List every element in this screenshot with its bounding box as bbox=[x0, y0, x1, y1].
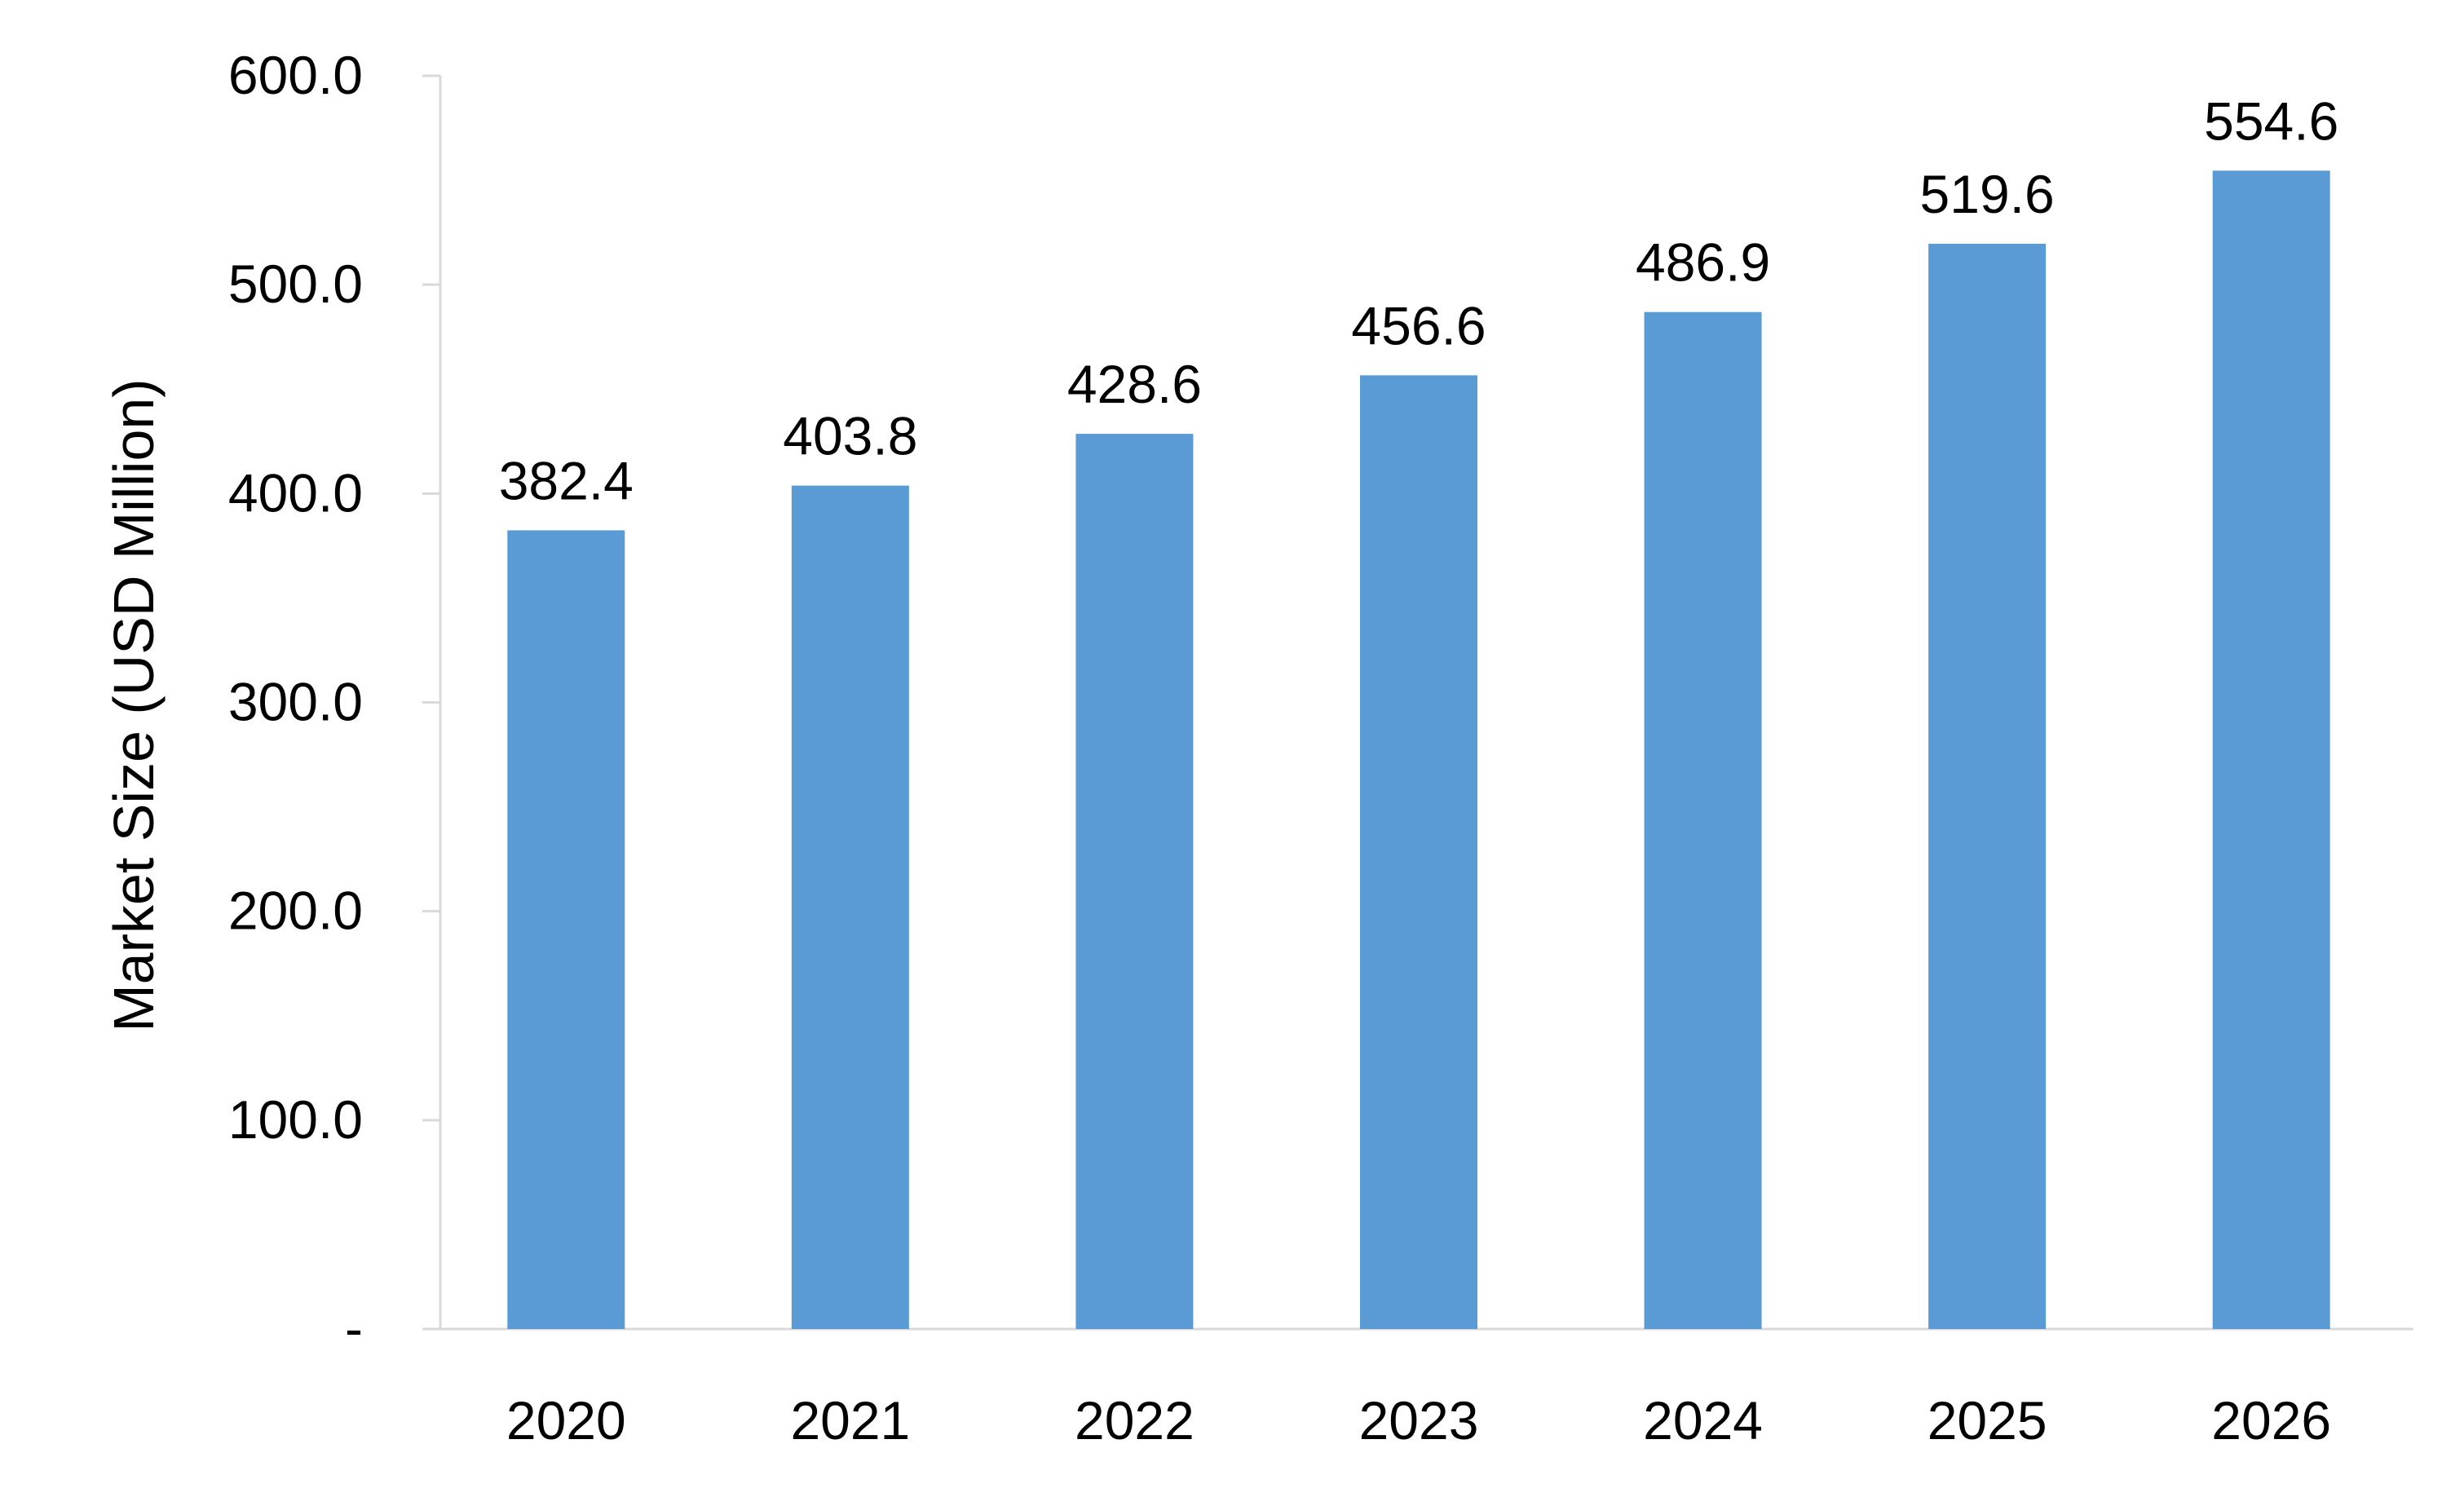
y-tick-marks bbox=[422, 74, 440, 1331]
x-tick-label-2026: 2026 bbox=[2211, 1390, 2331, 1450]
y-tick-label: 200.0 bbox=[228, 881, 363, 941]
y-tick-label: 100.0 bbox=[228, 1089, 363, 1150]
data-label-2026: 554.6 bbox=[2204, 91, 2338, 151]
y-tick-label: 600.0 bbox=[228, 45, 363, 105]
bar-2025 bbox=[1928, 243, 2047, 1329]
bar-2026 bbox=[2212, 170, 2330, 1329]
y-tick-labels: - 100.0 200.0 300.0 400.0 500.0 600.0 bbox=[228, 45, 363, 1358]
data-labels: 382.4 403.8 428.6 456.6 486.9 519.6 554.6 bbox=[499, 91, 2339, 510]
data-label-2022: 428.6 bbox=[1067, 354, 1202, 414]
bar-2024 bbox=[1644, 311, 1762, 1329]
x-tick-labels: 2020 2021 2022 2023 2024 2025 2026 bbox=[506, 1390, 2331, 1450]
y-tick-label: - bbox=[345, 1298, 363, 1358]
bar-2020 bbox=[507, 530, 625, 1329]
bar-2022 bbox=[1075, 434, 1194, 1330]
y-axis-title: Market Size (USD Million) bbox=[102, 378, 166, 1031]
y-tick-label: 300.0 bbox=[228, 672, 363, 732]
data-label-2024: 486.9 bbox=[1636, 232, 1770, 293]
x-tick-label-2021: 2021 bbox=[790, 1390, 910, 1450]
bars bbox=[507, 170, 2330, 1330]
data-label-2021: 403.8 bbox=[783, 406, 917, 466]
x-tick-label-2024: 2024 bbox=[1643, 1390, 1763, 1450]
data-label-2025: 519.6 bbox=[1920, 164, 2055, 224]
bar-2023 bbox=[1360, 375, 1477, 1329]
x-tick-label-2022: 2022 bbox=[1075, 1390, 1194, 1450]
x-tick-label-2020: 2020 bbox=[506, 1390, 626, 1450]
x-tick-label-2023: 2023 bbox=[1359, 1390, 1479, 1450]
x-tick-label-2025: 2025 bbox=[1927, 1390, 2047, 1450]
data-label-2023: 456.6 bbox=[1351, 295, 1486, 355]
y-tick-label: 500.0 bbox=[228, 254, 363, 314]
y-tick-label: 400.0 bbox=[228, 462, 363, 523]
bar-2021 bbox=[791, 485, 909, 1329]
data-label-2020: 382.4 bbox=[499, 450, 634, 510]
